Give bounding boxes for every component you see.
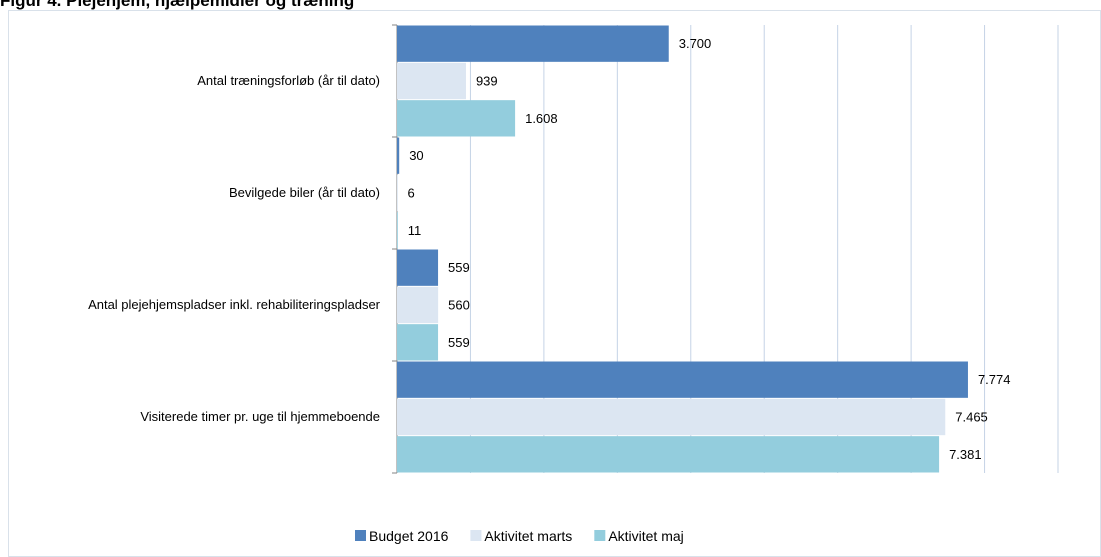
value-label: 11 — [408, 223, 422, 238]
bar — [397, 100, 516, 137]
value-label: 1.608 — [525, 111, 558, 126]
chart-title: Figur 4. Plejehjem, hjælpemidler og træn… — [0, 0, 354, 10]
value-label: 30 — [409, 148, 423, 163]
legend-swatch — [355, 530, 366, 541]
category-label: Visiterede timer pr. uge til hjemmeboend… — [140, 409, 380, 424]
bar — [397, 25, 669, 62]
bar — [397, 62, 466, 100]
legend-swatch — [594, 530, 606, 541]
value-label: 3.700 — [679, 36, 712, 51]
bar — [397, 286, 439, 324]
legend-label: Aktivitet marts — [484, 528, 572, 544]
bar — [397, 398, 946, 436]
value-label: 7.465 — [955, 410, 988, 425]
chart-frame — [8, 10, 1101, 557]
bar — [397, 324, 439, 361]
legend-swatch — [470, 530, 482, 541]
legend-label: Aktivitet maj — [608, 528, 683, 544]
value-label: 6 — [407, 186, 414, 201]
value-label: 7.381 — [949, 447, 982, 462]
title-backdrop — [0, 0, 520, 9]
bar — [397, 137, 400, 174]
category-label: Bevilgede biler (år til dato) — [229, 185, 380, 200]
bar — [397, 361, 968, 398]
value-label: 559 — [448, 260, 470, 275]
bar — [397, 436, 940, 473]
bar — [397, 249, 439, 286]
category-label: Antal plejehjemspladser inkl. rehabilite… — [88, 297, 381, 312]
value-label: 7.774 — [978, 372, 1011, 387]
value-label: 559 — [448, 335, 470, 350]
value-label: 939 — [476, 74, 498, 89]
bar — [397, 212, 398, 249]
legend-label: Budget 2016 — [369, 528, 449, 544]
value-label: 560 — [448, 298, 470, 313]
bar — [397, 174, 398, 212]
category-label: Antal træningsforløb (år til dato) — [197, 73, 380, 88]
